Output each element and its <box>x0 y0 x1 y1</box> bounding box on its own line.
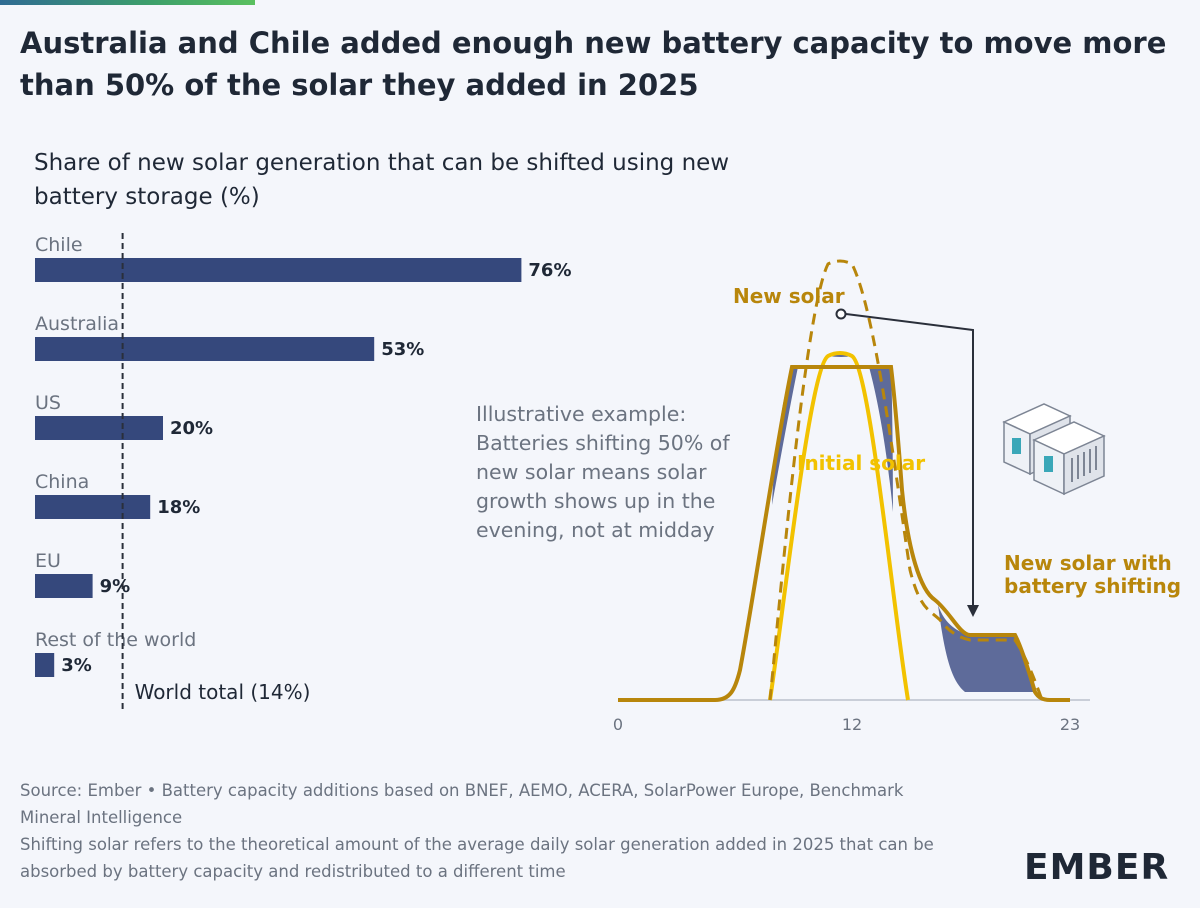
shifted-area-right <box>869 367 893 512</box>
bar-value-label: 18% <box>157 497 200 518</box>
callout-dot <box>835 308 847 320</box>
new-solar-shifted-curve <box>618 365 1070 702</box>
new-solar-label: New solar <box>733 284 845 308</box>
battery-storage-icon <box>1002 403 1106 496</box>
bar-category-label: EU <box>35 550 61 572</box>
bar-value-label: 53% <box>381 339 424 360</box>
shifted-area-evening <box>938 605 1035 692</box>
shifted-area-left <box>772 367 798 505</box>
x-tick-label: 12 <box>842 715 862 734</box>
note-text: Shifting solar refers to the theoretical… <box>20 835 934 881</box>
bar <box>35 337 375 361</box>
bar-value-label: 20% <box>170 418 213 439</box>
initial-solar-label: Initial solar <box>797 451 926 475</box>
bar-category-label: Rest of the world <box>35 629 196 651</box>
bar <box>35 574 93 598</box>
new-solar-shifted-label: New solar with battery shifting <box>1004 551 1182 598</box>
bar <box>35 653 55 677</box>
bar-category-label: Australia <box>35 313 119 335</box>
world-total-label: World total (14%) <box>135 680 311 704</box>
bar-value-label: 9% <box>100 576 131 597</box>
callout-arrow-icon <box>967 605 979 617</box>
initial-solar-curve <box>768 351 910 701</box>
bar-chart: Chile 76% Australia 53% US 20% China 18% EU 9% Res… <box>35 233 571 710</box>
bar <box>35 495 151 519</box>
bar-value-label: 3% <box>61 655 92 676</box>
illustrative-annotation: Illustrative example: Batteries shifting… <box>476 402 730 542</box>
x-tick-label: 23 <box>1060 715 1080 734</box>
bar <box>35 258 522 282</box>
bar-category-label: China <box>35 471 89 493</box>
bar-chart-subtitle: Share of new solar generation that can b… <box>34 150 730 210</box>
chart-title: Australia and Chile added enough new bat… <box>20 26 1167 102</box>
callout-line <box>845 313 974 607</box>
bar-value-label: 76% <box>528 260 571 281</box>
footer: Source: Ember • Battery capacity additio… <box>20 777 960 885</box>
bar <box>35 416 163 440</box>
bar-category-label: Chile <box>35 234 83 256</box>
top-accent-line <box>0 0 255 5</box>
ember-logo: EMBER <box>1024 847 1170 888</box>
illustrative-chart: 0 12 23 <box>613 259 1090 734</box>
new-solar-curve <box>768 259 1044 701</box>
source-text: Source: Ember • Battery capacity additio… <box>20 781 904 827</box>
bar-category-label: US <box>35 392 61 414</box>
x-tick-label: 0 <box>613 715 623 734</box>
